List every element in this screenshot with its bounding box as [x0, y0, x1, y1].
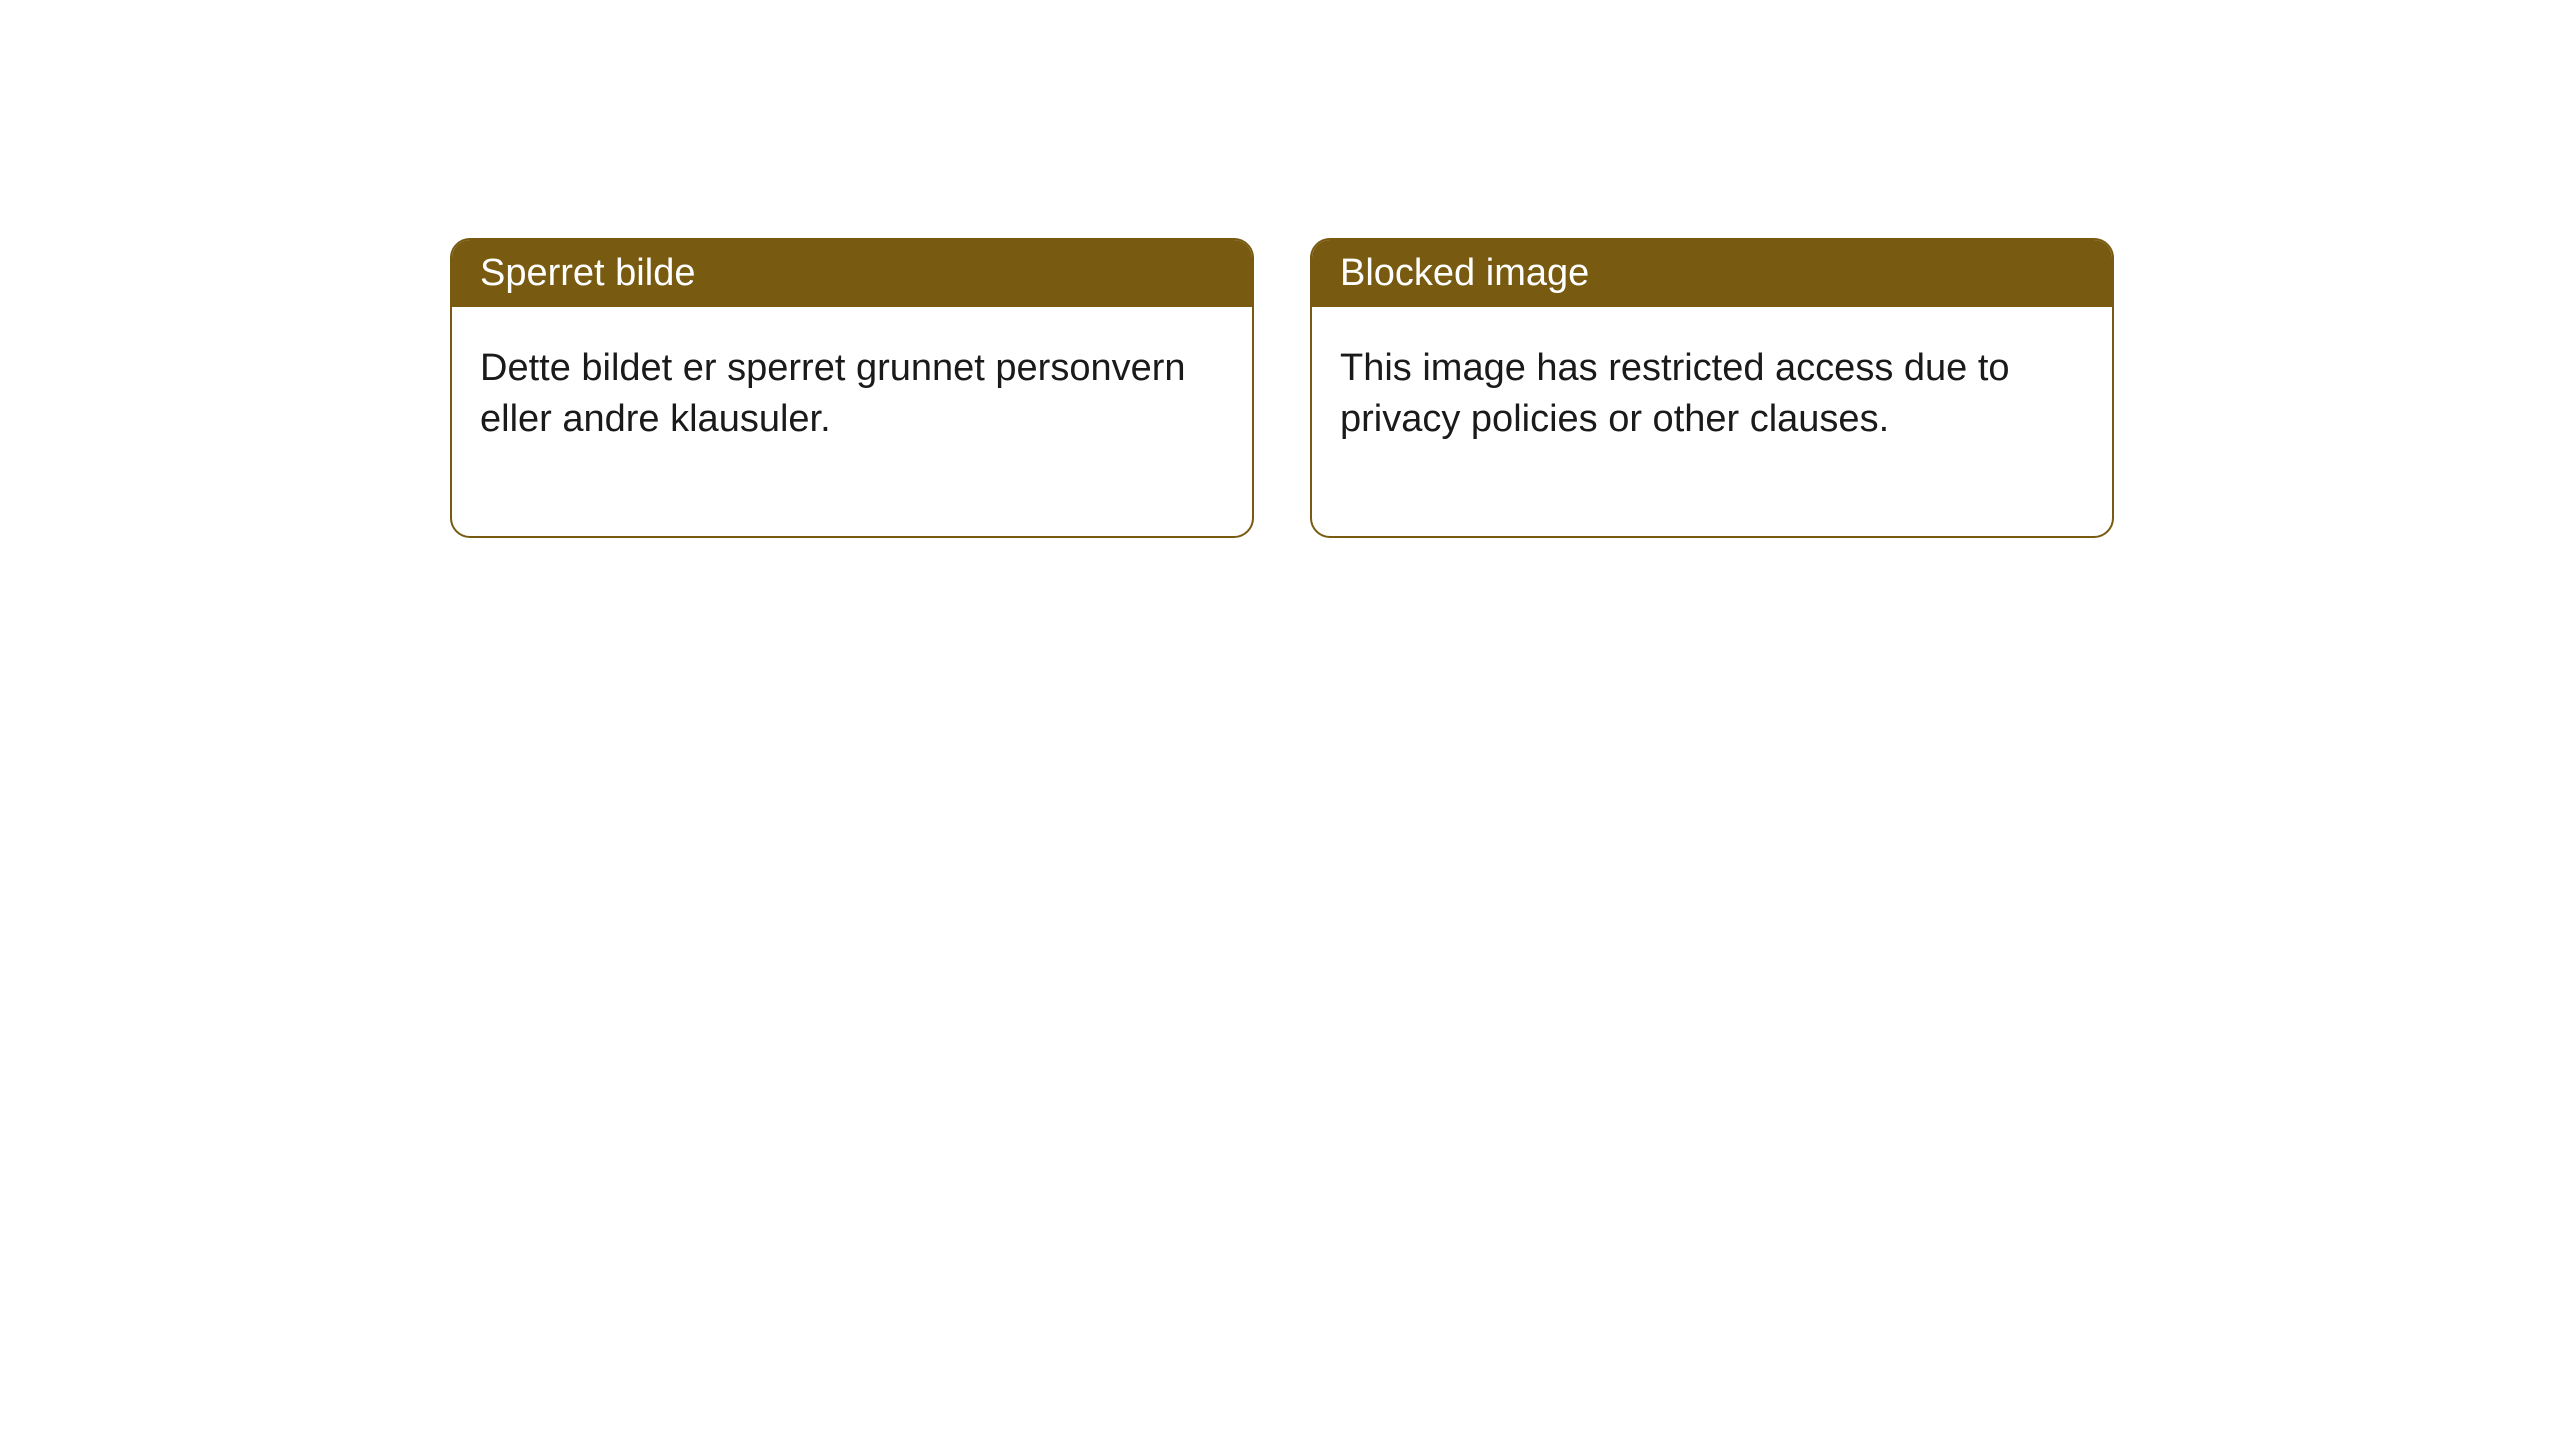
- card-body-text: Dette bildet er sperret grunnet personve…: [480, 347, 1186, 440]
- notice-card-english: Blocked image This image has restricted …: [1310, 238, 2114, 538]
- card-body-text: This image has restricted access due to …: [1340, 347, 2010, 440]
- card-header: Blocked image: [1312, 240, 2112, 307]
- notice-card-norwegian: Sperret bilde Dette bildet er sperret gr…: [450, 238, 1254, 538]
- card-body: This image has restricted access due to …: [1312, 307, 2112, 536]
- card-title: Sperret bilde: [480, 252, 695, 294]
- card-title: Blocked image: [1340, 252, 1589, 294]
- card-body: Dette bildet er sperret grunnet personve…: [452, 307, 1252, 536]
- notice-container: Sperret bilde Dette bildet er sperret gr…: [0, 0, 2560, 538]
- card-header: Sperret bilde: [452, 240, 1252, 307]
